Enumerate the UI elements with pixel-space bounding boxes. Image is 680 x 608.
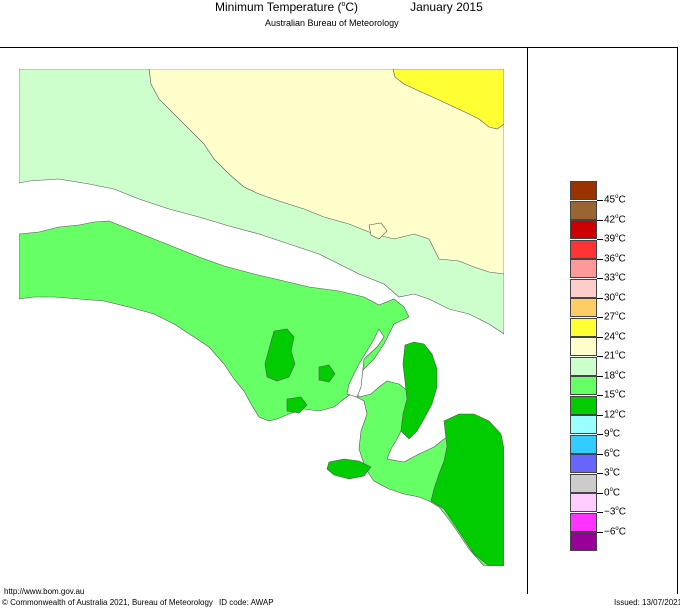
- legend-label: 12oC: [604, 408, 626, 420]
- source-url[interactable]: http://www.bom.gov.au: [4, 587, 85, 596]
- legend-tick: [597, 317, 603, 318]
- legend-swatch: [570, 434, 597, 454]
- zone-12-15-eyre-small: [318, 364, 336, 383]
- zone-12-15-southeast: [430, 413, 504, 566]
- period-label: January 2015: [410, 0, 483, 14]
- legend-label: −6oC: [604, 525, 626, 537]
- map-subtitle: Australian Bureau of Meteorology: [265, 18, 399, 28]
- gulf-water: [346, 328, 385, 398]
- legend-tick: [597, 336, 603, 338]
- legend-swatch: [570, 532, 597, 551]
- legend-tick: [597, 200, 603, 201]
- legend-tick: [597, 219, 603, 221]
- legend-label: −3oC: [604, 506, 626, 518]
- legend-swatch: [570, 278, 597, 298]
- legend-swatch: [570, 220, 597, 239]
- zone-21-24: [148, 69, 504, 275]
- legend-tick: [597, 278, 603, 279]
- legend-label: 9oC: [604, 428, 621, 440]
- legend-swatch: [570, 356, 597, 376]
- legend-swatch: [570, 200, 597, 220]
- legend-tick: [597, 531, 603, 533]
- legend-label: 6oC: [604, 447, 621, 459]
- legend-label: 45oC: [604, 194, 626, 206]
- legend-label: 36oC: [604, 252, 626, 264]
- zone-12-15-peninsula: [400, 341, 438, 440]
- legend-label: 18oC: [604, 369, 626, 381]
- legend-swatch: [570, 259, 597, 278]
- legend-label: 42oC: [604, 213, 626, 225]
- legend-swatch: [570, 298, 597, 317]
- temperature-map: [19, 69, 504, 566]
- lake-outline: [368, 222, 388, 240]
- legend-label: 21oC: [604, 350, 626, 362]
- legend-divider: [527, 47, 528, 594]
- legend-label: 24oC: [604, 330, 626, 342]
- map-area: [19, 69, 504, 566]
- legend-label: 15oC: [604, 389, 626, 401]
- legend-label: 30oC: [604, 291, 626, 303]
- legend-tick: [597, 356, 603, 357]
- copyright-text: © Commonwealth of Australia 2021, Bureau…: [2, 598, 213, 607]
- kangaroo-island: [326, 458, 372, 480]
- legend-swatch: [570, 239, 597, 259]
- legend-tick: [597, 512, 603, 513]
- legend-tick: [597, 395, 603, 396]
- legend-swatch: [570, 337, 597, 356]
- legend-swatch: [570, 454, 597, 473]
- legend-swatch: [570, 415, 597, 434]
- issued-date: Issued: 13/07/2021: [614, 598, 680, 607]
- legend-label: 3oC: [604, 467, 621, 479]
- legend-swatch: [570, 317, 597, 337]
- legend-tick: [597, 258, 603, 260]
- legend-swatch: [570, 181, 597, 200]
- legend-swatch: [570, 473, 597, 493]
- legend-swatch: [570, 493, 597, 512]
- legend-swatch: [570, 376, 597, 395]
- legend-label: 0oC: [604, 486, 621, 498]
- zone-12-15-eyre-tip: [286, 396, 308, 414]
- legend-label: 27oC: [604, 311, 626, 323]
- legend-tick: [597, 239, 603, 240]
- title-unit: C): [345, 0, 359, 14]
- legend-tick: [597, 414, 603, 416]
- legend-tick: [597, 297, 603, 299]
- map-title: Minimum Temperature (oC) January 2015: [215, 0, 483, 14]
- legend-label: 33oC: [604, 272, 626, 284]
- zone-12-15-eyre: [264, 328, 296, 382]
- legend-label: 39oC: [604, 233, 626, 245]
- legend-tick: [597, 434, 603, 435]
- legend-tick: [597, 473, 603, 474]
- legend-swatch: [570, 395, 597, 415]
- legend-swatch: [570, 512, 597, 532]
- map-frame: [0, 47, 678, 594]
- id-code: ID code: AWAP: [219, 598, 274, 607]
- legend-tick: [597, 492, 603, 494]
- legend-tick: [597, 375, 603, 377]
- legend-tick: [597, 453, 603, 455]
- zone-24-27: [392, 69, 504, 130]
- title-degree: o: [341, 1, 346, 8]
- title-text: Minimum Temperature (: [215, 0, 342, 14]
